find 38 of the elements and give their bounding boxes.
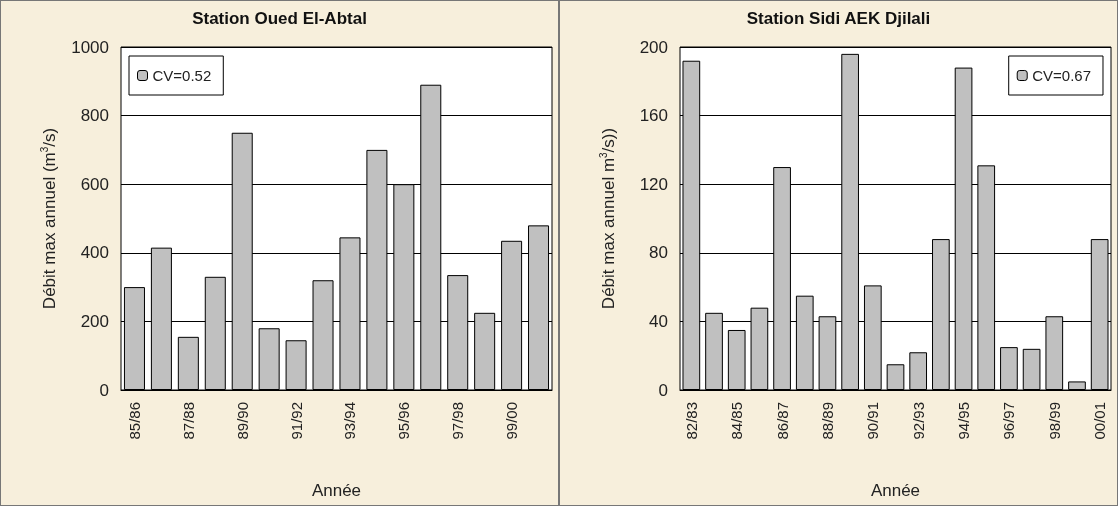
chart-title: Station Sidi AEK Djilali — [746, 9, 931, 28]
y-tick-label: 200 — [80, 311, 109, 331]
x-tick-label: 82/83 — [682, 402, 700, 440]
x-tick-label: 89/90 — [233, 402, 251, 440]
y-tick-label: 600 — [80, 174, 109, 194]
y-axis-title: Débit max annuel (m3/s) — [38, 127, 59, 310]
x-tick-label: 99/00 — [503, 402, 521, 440]
x-axis-title: Année — [311, 481, 362, 500]
y-tick-label: 800 — [80, 106, 109, 126]
x-tick-label: 88/89 — [818, 402, 836, 440]
x-tick-label: 00/01 — [1091, 402, 1109, 440]
x-tick-label: 93/94 — [341, 402, 359, 440]
y-axis-title: Débit max annuel m3/s)) — [597, 127, 618, 310]
legend-label: CV=0.67 — [1032, 67, 1092, 84]
x-tick-label: 84/85 — [728, 402, 746, 440]
x-tick-label: 98/99 — [1045, 402, 1063, 440]
y-tick-label: 400 — [80, 243, 109, 263]
chart-title: Station Oued El-Abtal — [192, 9, 367, 28]
x-tick-label: 86/87 — [773, 402, 791, 440]
x-tick-label: 91/92 — [287, 402, 305, 440]
y-tick-label: 80 — [649, 243, 668, 263]
y-tick-label: 200 — [639, 37, 668, 57]
x-tick-label: 87/88 — [179, 402, 197, 440]
x-tick-label: 94/95 — [955, 402, 973, 440]
x-tick-label: 96/97 — [1000, 402, 1018, 440]
x-tick-label: 92/93 — [909, 402, 927, 440]
legend-label: CV=0.52 — [152, 67, 212, 84]
y-tick-label: 0 — [658, 380, 668, 400]
x-axis-title: Année — [870, 481, 921, 500]
y-tick-label: 0 — [99, 380, 109, 400]
y-tick-label: 40 — [649, 311, 668, 331]
x-tick-label: 97/98 — [449, 402, 467, 440]
y-tick-label: 160 — [639, 106, 668, 126]
x-tick-label: 95/96 — [395, 402, 413, 440]
x-tick-label: 90/91 — [864, 402, 882, 440]
x-tick-label: 85/86 — [125, 402, 143, 440]
y-tick-label: 120 — [639, 174, 668, 194]
y-tick-label: 1000 — [71, 37, 109, 57]
